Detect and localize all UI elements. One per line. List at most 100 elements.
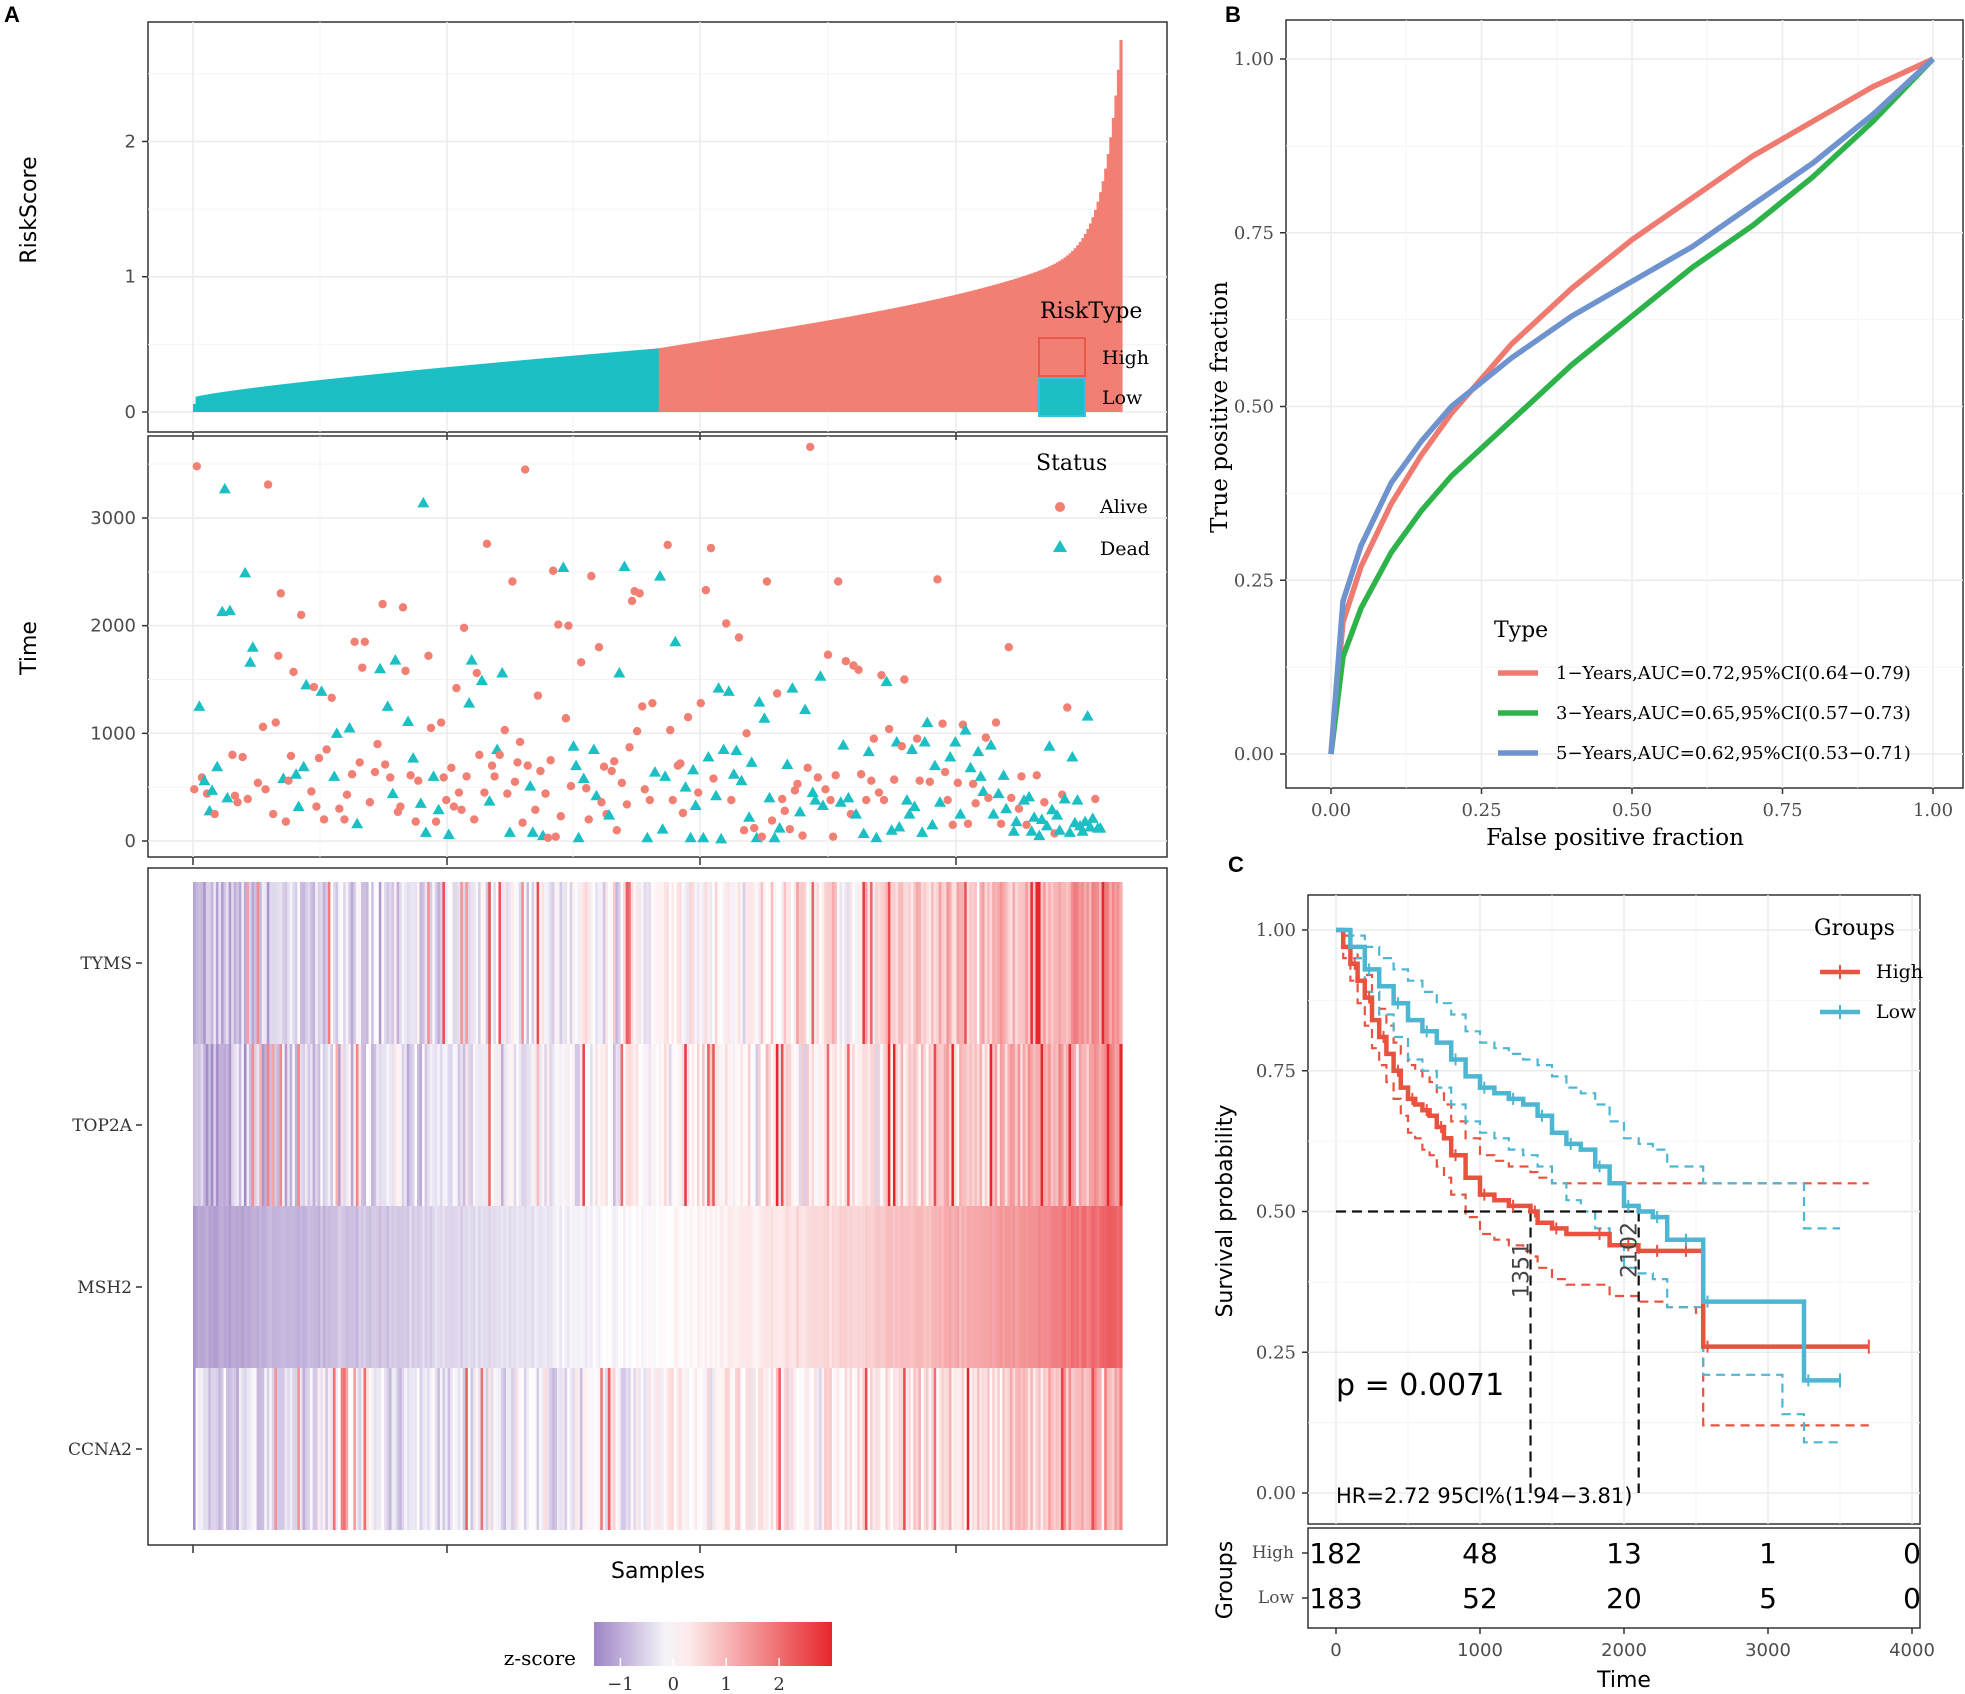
heatmap-cell xyxy=(928,1206,932,1368)
heatmap-cell xyxy=(875,1044,879,1206)
heatmap-cell xyxy=(676,1206,680,1368)
heatmap-cell xyxy=(531,1044,535,1206)
heatmap-cell xyxy=(630,1206,634,1368)
heatmap-cell xyxy=(999,1206,1003,1368)
risk-bar xyxy=(966,291,970,412)
risk-bar xyxy=(969,291,973,412)
heatmap-cell xyxy=(875,1206,879,1368)
alive-point xyxy=(862,795,871,805)
heatmap-cell xyxy=(862,1368,866,1530)
heatmap-cell xyxy=(892,1206,897,1368)
risk-bar xyxy=(979,288,983,412)
risk-bar xyxy=(908,304,912,412)
risk-bar xyxy=(1094,209,1098,412)
heatmap-cell xyxy=(231,882,235,1044)
alive-point xyxy=(1063,703,1072,712)
heatmap-cell xyxy=(605,882,609,1044)
heatmap-cells xyxy=(193,882,1123,1530)
alive-point xyxy=(350,637,359,647)
risk-bar xyxy=(1101,181,1105,412)
risk-bar xyxy=(783,327,787,412)
heatmap-cell xyxy=(786,882,790,1044)
heatmap-cell xyxy=(829,1368,833,1530)
alive-point xyxy=(518,818,527,827)
heatmap-cell xyxy=(918,1044,922,1206)
heatmap-cell xyxy=(396,1368,400,1530)
heatmap-cell xyxy=(327,1044,332,1206)
risk-bar xyxy=(243,388,248,412)
heatmap-cell xyxy=(1071,1044,1075,1206)
alive-point xyxy=(370,767,380,777)
heatmap-cell xyxy=(213,1044,217,1206)
heatmap-cell xyxy=(1088,1206,1093,1368)
heatmap-cell xyxy=(1050,1044,1054,1206)
alive-point xyxy=(933,575,942,584)
heatmap-cell xyxy=(312,1368,316,1530)
heatmap-cell xyxy=(1076,882,1080,1044)
heatmap-cell xyxy=(391,1206,395,1368)
heatmap-cell xyxy=(999,882,1003,1044)
km-hazard-ratio: HR=2.72 95CI%(1.94−3.81) xyxy=(1336,1484,1632,1508)
heatmap-cell xyxy=(918,882,922,1044)
heatmap-cell xyxy=(1030,1044,1034,1206)
risk-table-xtick-label: 3000 xyxy=(1745,1640,1791,1661)
heatmap-cell xyxy=(218,1044,222,1206)
risk-table-cell: 5 xyxy=(1759,1582,1777,1615)
risk-bar xyxy=(702,341,706,412)
heatmap-cell xyxy=(999,1368,1003,1530)
alive-point xyxy=(190,785,199,794)
risk-table-xlabel: Time xyxy=(1596,1668,1651,1693)
heatmap-cell xyxy=(220,1368,225,1530)
heatmap-cell xyxy=(600,882,604,1044)
alive-point xyxy=(750,823,759,833)
heatmap-cell xyxy=(261,1206,265,1368)
heatmap-cell xyxy=(775,882,779,1044)
heatmap-cell xyxy=(1096,1044,1100,1206)
heatmap-cell xyxy=(829,1206,833,1368)
heatmap-cell xyxy=(803,1206,807,1368)
heatmap-cell xyxy=(310,1044,314,1206)
heatmap-cell xyxy=(1094,1368,1098,1530)
heatmap-cell xyxy=(1058,882,1062,1044)
heatmap-cell xyxy=(760,882,764,1044)
heatmap-cell xyxy=(686,1368,690,1530)
risk-bar xyxy=(778,328,782,412)
heatmap-cell xyxy=(592,1206,596,1368)
heatmap-cell xyxy=(401,1044,405,1206)
heatmap-cell xyxy=(671,1044,675,1206)
heatmap-cell xyxy=(849,1206,853,1368)
heatmap-cell xyxy=(549,882,553,1044)
heatmap-cell xyxy=(264,882,268,1044)
dead-point xyxy=(730,744,743,756)
heatmap-cell xyxy=(867,1044,871,1206)
risk-table-frame xyxy=(1307,1527,1921,1629)
heatmap-cell xyxy=(1017,1368,1021,1530)
heatmap-cell xyxy=(1007,1044,1011,1206)
heatmap-cell xyxy=(210,1044,214,1206)
heatmap-cell xyxy=(689,882,693,1044)
dead-point xyxy=(1094,822,1107,833)
heatmap-cell xyxy=(498,1044,502,1206)
risk-bar xyxy=(806,323,810,412)
dead-point xyxy=(1040,819,1053,831)
heatmap-cell xyxy=(1025,1206,1029,1368)
heatmap-cell xyxy=(1010,882,1014,1044)
heatmap-cell xyxy=(852,1206,856,1368)
alive-point xyxy=(556,812,565,821)
alive-point xyxy=(431,817,441,826)
heatmap-cell xyxy=(282,1368,286,1530)
risk-bar xyxy=(439,367,444,412)
heatmap-cell xyxy=(394,1206,398,1368)
risk-bar xyxy=(444,367,449,412)
heatmap-cell xyxy=(969,1044,973,1206)
roc-ytick-label: 0.00 xyxy=(1234,744,1274,765)
heatmap-cell xyxy=(1004,1206,1009,1368)
heatmap-cell xyxy=(228,1206,232,1368)
heatmap-cell xyxy=(567,882,571,1044)
alive-point xyxy=(322,745,331,754)
alive-point xyxy=(258,722,268,732)
risk-bar xyxy=(796,325,800,412)
panel-a: A012RiskScoreRiskTypeHighLow010002000300… xyxy=(4,2,1168,1694)
heatmap-cell xyxy=(276,1206,281,1368)
risk-bar xyxy=(686,343,690,412)
